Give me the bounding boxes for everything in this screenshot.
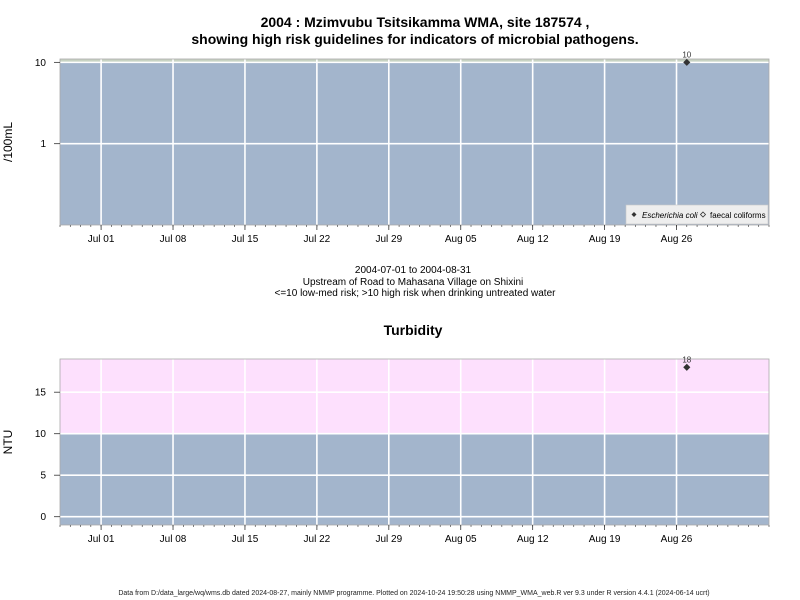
chart1-plot-border — [59, 58, 770, 226]
legend-ecoli-label: Escherichia coli — [642, 211, 698, 220]
chart2-ytick-label: 10 — [35, 429, 47, 440]
chart1-xtick-label: Aug 19 — [589, 234, 621, 245]
chart1-xtick-label: Jul 15 — [232, 234, 259, 245]
legend-ecoli-marker — [631, 212, 637, 217]
chart1-data-point — [683, 58, 691, 66]
chart2-xtick-label: Jul 01 — [88, 534, 115, 545]
chart2-plot-border — [59, 358, 770, 526]
chart1-caption-site: Upstream of Road to Mahasana Village on … — [303, 277, 524, 288]
chart1-ytick-label: 10 — [35, 58, 47, 69]
legend-faecal-marker — [699, 211, 707, 218]
footer-note: Data from D:/data_large/wq/wms.db dated … — [118, 590, 709, 597]
chart2-xtick-label: Aug 05 — [445, 534, 477, 545]
chart2-ytick-label: 0 — [40, 512, 46, 523]
chart2-band-0 — [60, 433, 769, 525]
chart2-ytick-label: 5 — [40, 471, 46, 482]
chart1-xtick-label: Jul 08 — [160, 234, 187, 245]
chart1-data-label: 10 — [682, 50, 691, 59]
chart1-legend: Escherichia coli faecal coliforms — [625, 204, 769, 225]
chart1-y-axis-label: /100mL — [1, 122, 15, 162]
chart2-title: Turbidity — [384, 322, 443, 338]
chart1-caption-risk: <=10 low-med risk; >10 high risk when dr… — [275, 288, 557, 299]
legend-faecal-label: faecal coliforms — [710, 211, 766, 220]
chart2-data-point — [683, 363, 691, 371]
chart1-caption-dates: 2004-07-01 to 2004-08-31 — [355, 265, 472, 276]
chart1-xtick-label: Jul 29 — [375, 234, 402, 245]
chart1-title-line2: showing high risk guidelines for indicat… — [191, 31, 638, 47]
chart1-xtick-label: Aug 05 — [445, 234, 477, 245]
chart1-title-line1: 2004 : Mzimvubu Tsitsikamma WMA, site 18… — [261, 14, 590, 30]
chart2-xtick-label: Aug 12 — [517, 534, 549, 545]
chart1-band-1 — [60, 59, 769, 63]
chart2-panel: Jul 01 Jul 08 Jul 15 Jul 22 Jul 29 Aug 05 Aug … — [1, 355, 770, 545]
chart2-band-1 — [60, 359, 769, 434]
chart2-xtick-label: Jul 15 — [232, 534, 259, 545]
chart1-ytick-label: 1 — [40, 139, 46, 150]
legend-box — [625, 204, 769, 225]
chart2-y-axis-label: NTU — [1, 430, 15, 455]
chart1-xtick-label: Jul 01 — [88, 234, 115, 245]
chart2-ytick-label: 15 — [35, 388, 47, 399]
chart1-xtick-label: Jul 22 — [304, 234, 331, 245]
chart1-xtick-label: Aug 26 — [661, 234, 693, 245]
chart1-xtick-label: Aug 12 — [517, 234, 549, 245]
chart2-xtick-label: Aug 19 — [589, 534, 621, 545]
chart2-xtick-label: Jul 29 — [375, 534, 402, 545]
chart2-data-label: 18 — [682, 355, 691, 364]
chart2-xtick-label: Jul 08 — [160, 534, 187, 545]
chart1-panel: Jul 01 Jul 08 Jul 15 Jul 22 Jul 29 Aug 05 Aug … — [1, 50, 770, 245]
chart2-xtick-label: Aug 26 — [661, 534, 693, 545]
chart2-xtick-label: Jul 22 — [304, 534, 331, 545]
